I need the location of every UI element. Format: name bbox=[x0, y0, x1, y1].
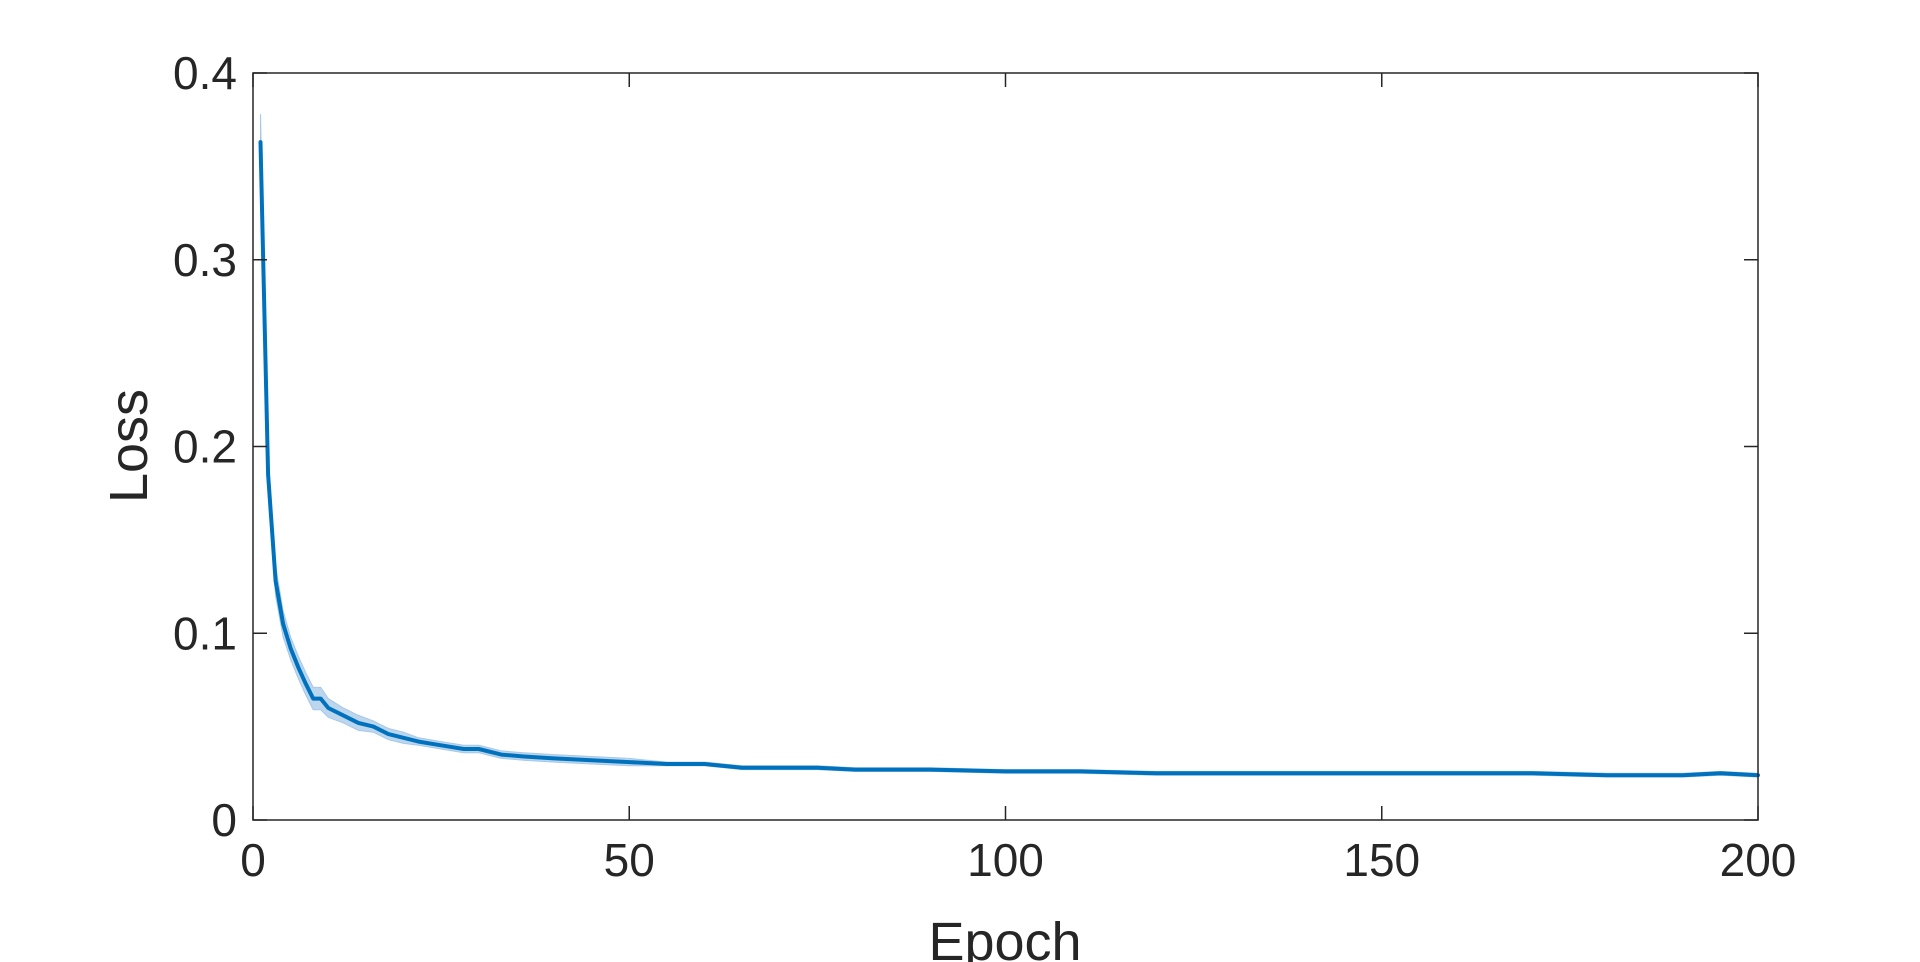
y-tick-label: 0.2 bbox=[173, 421, 237, 473]
y-tick-label: 0.1 bbox=[173, 607, 237, 659]
y-tick-label: 0 bbox=[211, 794, 237, 846]
x-tick-label: 0 bbox=[240, 834, 266, 886]
x-tick-label: 100 bbox=[967, 834, 1044, 886]
tick-labels: 0 50 100 150 200 0 0.1 0.2 0.3 0.4 bbox=[173, 47, 1796, 886]
x-tick-label: 200 bbox=[1720, 834, 1797, 886]
x-tick-label: 50 bbox=[604, 834, 655, 886]
y-tick-label: 0.3 bbox=[173, 234, 237, 286]
x-tick-label: 150 bbox=[1343, 834, 1420, 886]
x-axis-label: Epoch bbox=[928, 912, 1081, 962]
plot-area bbox=[253, 73, 1758, 820]
series-0-line bbox=[258, 140, 1760, 778]
y-tick-label: 0.4 bbox=[173, 47, 237, 99]
axis-ticks bbox=[252, 72, 1759, 821]
y-axis-label: Loss bbox=[99, 389, 159, 503]
series-lines bbox=[258, 140, 1760, 778]
